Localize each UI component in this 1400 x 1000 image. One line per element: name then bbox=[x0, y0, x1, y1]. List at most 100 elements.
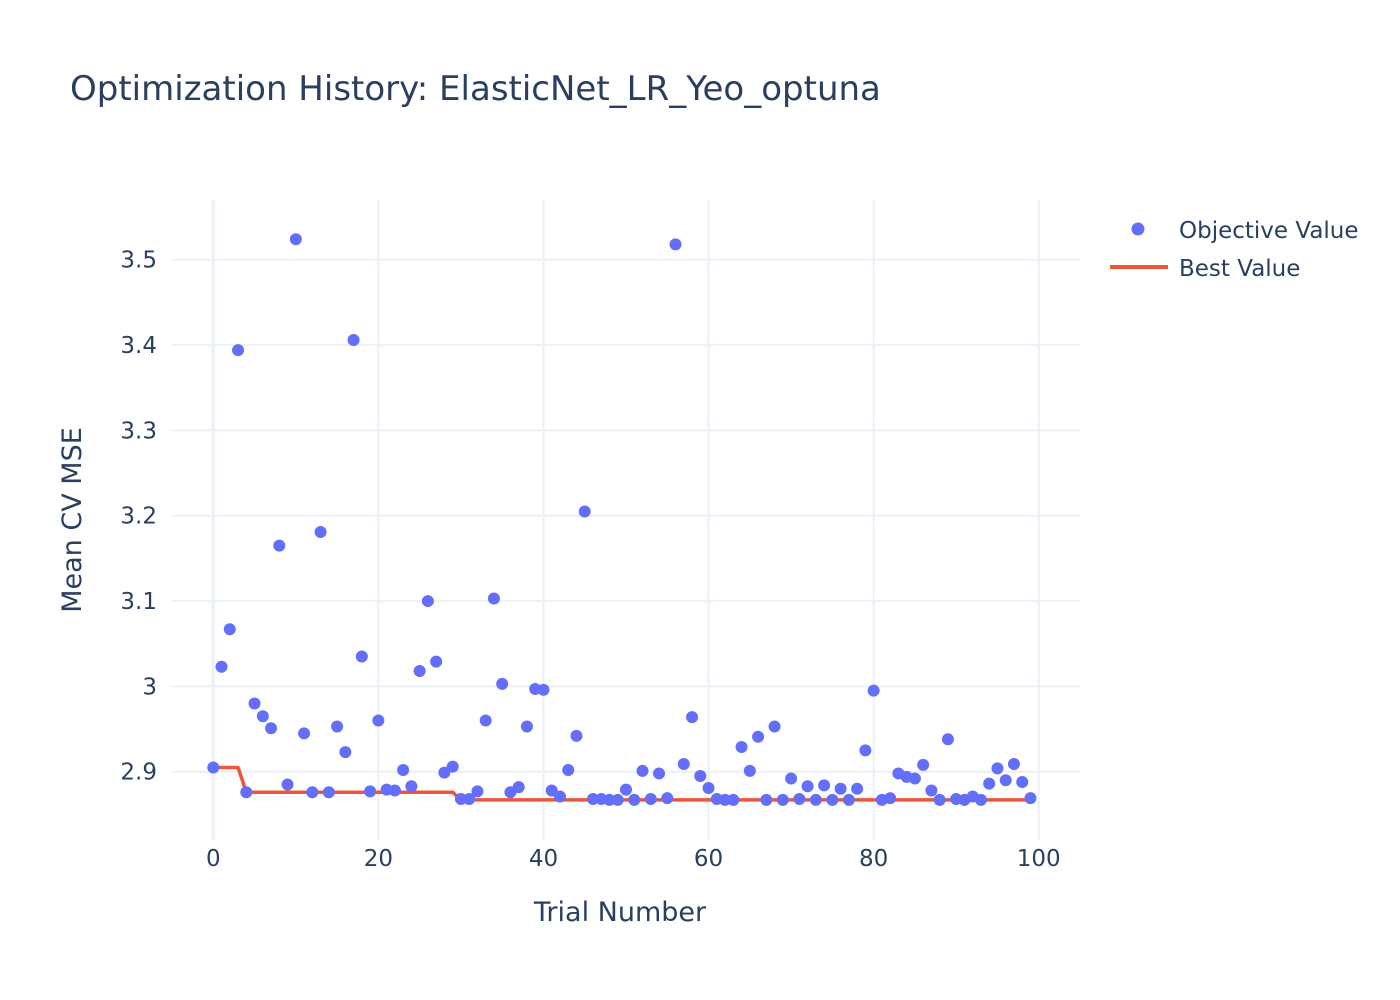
y-axis-title: Mean CV MSE bbox=[57, 427, 88, 613]
objective-value-point bbox=[999, 774, 1012, 787]
objective-value-point bbox=[537, 683, 550, 696]
objective-value-point bbox=[463, 793, 476, 806]
objective-value-point bbox=[388, 784, 401, 797]
objective-value-point bbox=[339, 746, 352, 759]
x-tick-label: 60 bbox=[694, 846, 723, 872]
objective-value-point bbox=[727, 793, 740, 806]
objective-value-point bbox=[925, 784, 938, 797]
objective-value-point bbox=[669, 238, 682, 251]
objective-value-point bbox=[1007, 758, 1020, 771]
objective-value-point bbox=[512, 781, 525, 794]
objective-value-point bbox=[1024, 792, 1037, 805]
objective-value-point bbox=[842, 793, 855, 806]
objective-value-point bbox=[801, 780, 814, 793]
chart-title: Optimization History: ElasticNet_LR_Yeo_… bbox=[70, 69, 881, 109]
objective-value-point bbox=[760, 793, 773, 806]
objective-value-point bbox=[562, 764, 575, 777]
objective-value-point bbox=[281, 778, 294, 791]
objective-value-point bbox=[735, 740, 748, 753]
objective-value-point bbox=[372, 714, 385, 727]
objective-value-point bbox=[405, 780, 418, 793]
objective-value-point bbox=[215, 660, 228, 673]
objective-value-point bbox=[520, 720, 533, 733]
objective-value-point bbox=[487, 592, 500, 605]
objective-value-points bbox=[207, 233, 1037, 806]
x-tick-label: 20 bbox=[364, 846, 393, 872]
objective-value-point bbox=[364, 785, 377, 798]
objective-value-point bbox=[438, 766, 451, 779]
objective-value-point bbox=[677, 758, 690, 771]
objective-value-point bbox=[702, 781, 715, 794]
x-axis-title: Trial Number bbox=[533, 897, 707, 928]
objective-value-point bbox=[240, 786, 253, 799]
objective-value-point bbox=[248, 697, 261, 710]
objective-value-point bbox=[620, 783, 632, 796]
objective-value-point bbox=[322, 786, 335, 799]
objective-value-point bbox=[752, 730, 765, 743]
y-tick-label: 3.3 bbox=[120, 418, 157, 444]
objective-value-point bbox=[628, 793, 641, 806]
objective-value-point bbox=[256, 710, 269, 723]
objective-value-point bbox=[818, 779, 831, 792]
objective-value-point bbox=[446, 760, 459, 773]
objective-value-point bbox=[908, 772, 921, 785]
legend-objective-value-marker bbox=[1131, 222, 1145, 236]
objective-value-point bbox=[867, 684, 880, 697]
objective-value-point bbox=[694, 770, 707, 782]
objective-value-point bbox=[586, 793, 599, 806]
legend-best-value-label: Best Value bbox=[1179, 256, 1300, 282]
objective-value-point bbox=[636, 764, 649, 777]
objective-value-point bbox=[413, 665, 426, 678]
objective-value-point bbox=[851, 782, 864, 795]
objective-value-point bbox=[421, 595, 434, 608]
objective-value-point bbox=[983, 777, 996, 790]
objective-value-point bbox=[471, 785, 484, 798]
objective-value-point bbox=[974, 793, 987, 806]
objective-value-point bbox=[347, 333, 360, 346]
objective-value-point bbox=[479, 714, 492, 727]
objective-value-point bbox=[686, 711, 699, 724]
objective-value-point bbox=[768, 720, 781, 733]
objective-value-point bbox=[603, 793, 616, 806]
y-tick-label: 2.9 bbox=[120, 760, 157, 786]
objective-value-point bbox=[545, 784, 558, 797]
objective-value-point bbox=[289, 233, 302, 246]
objective-value-point bbox=[578, 505, 591, 518]
objective-value-point bbox=[917, 758, 930, 771]
objective-value-point bbox=[273, 539, 286, 552]
x-tick-label: 100 bbox=[1017, 846, 1061, 872]
x-tick-label: 0 bbox=[206, 846, 221, 872]
legend-objective-value-label: Objective Value bbox=[1179, 218, 1359, 244]
objective-value-point bbox=[331, 720, 344, 733]
objective-value-point bbox=[719, 793, 732, 806]
y-tick-label: 3.5 bbox=[120, 248, 157, 274]
objective-value-point bbox=[785, 772, 798, 785]
objective-value-point bbox=[265, 722, 278, 735]
objective-value-point bbox=[776, 793, 789, 806]
objective-value-point bbox=[859, 744, 872, 757]
objective-value-point bbox=[834, 782, 847, 795]
objective-value-point bbox=[793, 793, 806, 806]
objective-value-point bbox=[232, 344, 245, 357]
objective-value-point bbox=[207, 761, 220, 774]
y-tick-label: 3 bbox=[142, 674, 157, 700]
objective-value-point bbox=[611, 793, 624, 806]
objective-value-point bbox=[809, 793, 822, 806]
objective-value-point bbox=[306, 786, 319, 799]
objective-value-point bbox=[933, 793, 946, 806]
legend: Objective Value Best Value bbox=[1110, 218, 1359, 282]
objective-value-point bbox=[941, 733, 954, 746]
objective-value-point bbox=[430, 655, 443, 668]
axis-ticks: 0 20 40 60 80 100 2.9 3 3.1 3.2 3.3 3.4 3.5 bbox=[120, 248, 1060, 872]
objective-value-point bbox=[653, 767, 666, 780]
x-tick-label: 40 bbox=[529, 846, 558, 872]
objective-value-point bbox=[991, 762, 1004, 775]
objective-value-point bbox=[314, 525, 327, 538]
y-tick-label: 3.1 bbox=[120, 589, 157, 615]
objective-value-point bbox=[397, 764, 410, 777]
objective-value-point bbox=[743, 764, 756, 777]
x-tick-label: 80 bbox=[859, 846, 888, 872]
y-tick-label: 3.2 bbox=[120, 504, 157, 530]
objective-value-point bbox=[884, 792, 897, 805]
objective-value-point bbox=[570, 729, 583, 742]
